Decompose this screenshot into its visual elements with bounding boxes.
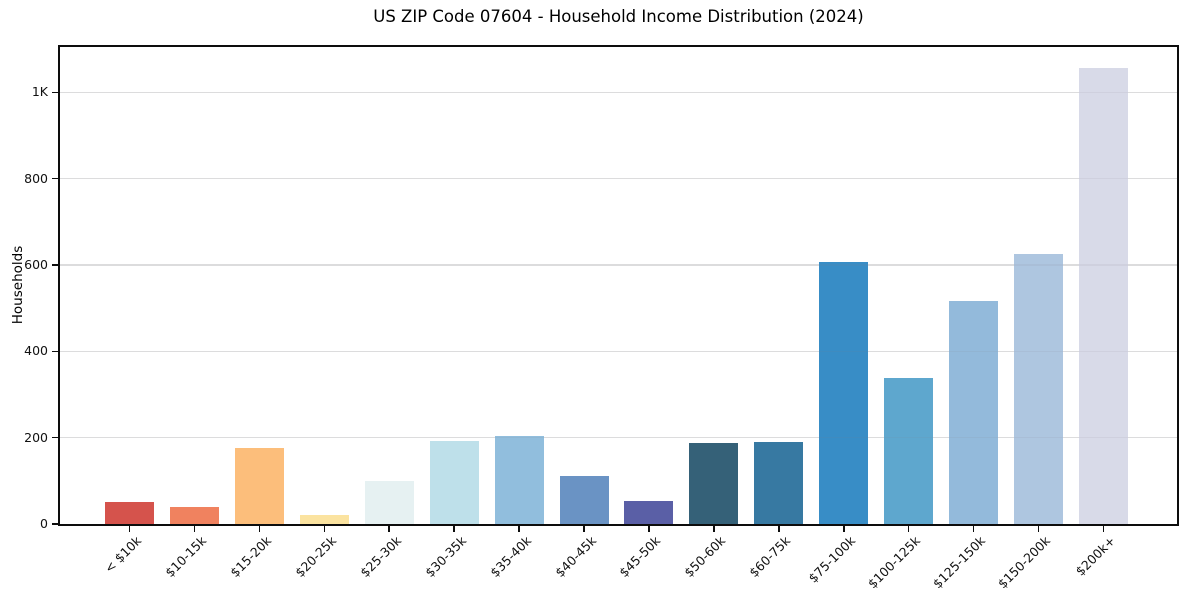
bar [689,443,739,524]
y-tick-mark [52,436,58,439]
gridline-overlay [60,264,1177,266]
y-tick-label: 600 [24,256,48,272]
plot-area [58,45,1179,526]
bar [299,514,349,524]
x-tick-mark [128,526,131,532]
x-tick-label: $50-60k [681,533,729,581]
bar [1079,68,1128,524]
x-tick-mark [778,526,780,532]
y-tick-label: 800 [24,170,48,186]
x-tick-label: $150-200k [994,533,1054,590]
gridline-overlay [60,350,1177,352]
x-tick-mark [453,526,455,532]
x-tick-label: $100-125k [865,533,924,590]
x-tick-mark [583,526,585,532]
chart-title: US ZIP Code 07604 - Household Income Dis… [373,7,864,26]
x-tick-label: $10-15k [161,533,210,581]
x-tick-label: $35-40k [486,533,534,581]
x-tick-mark [388,526,390,532]
x-tick-label: $20-25k [291,533,339,581]
bar [364,481,414,524]
y-tick-label: 1K [31,84,48,100]
x-tick-mark [518,526,520,532]
x-tick-mark [258,526,261,532]
x-tick-mark [1102,526,1105,532]
x-tick-label: $30-35k [421,533,469,581]
bar [949,300,999,524]
gridline [60,437,1177,439]
y-tick-label: 200 [24,429,48,445]
gridline [60,91,1177,93]
bar [624,501,674,524]
x-tick-mark [193,526,196,532]
bar [494,435,544,524]
bar [819,261,869,524]
x-tick-mark [907,526,910,532]
x-tick-mark [713,526,715,532]
y-tick-mark [52,264,58,266]
x-tick-label: $125-150k [929,533,989,590]
x-tick-label: $75-100k [805,533,859,586]
bar [1014,254,1064,524]
bar [884,378,934,524]
x-tick-mark [972,526,975,532]
gridline [60,264,1177,266]
gridline [60,350,1177,352]
bar [754,441,804,524]
bar [105,502,154,524]
x-tick-label: < $10k [101,533,145,576]
x-tick-mark [323,526,326,532]
y-tick-mark [52,177,58,180]
x-tick-label: $60-75k [746,533,794,581]
y-tick-mark [52,91,58,94]
x-tick-mark [1037,526,1040,532]
bar [169,506,219,524]
bar [559,475,609,524]
bar [234,448,284,524]
gridline-overlay [60,91,1177,93]
x-tick-mark [648,526,650,532]
gridline [60,178,1177,180]
bar [429,441,479,524]
x-tick-label: $200k+ [1072,533,1119,579]
x-tick-label: $45-50k [616,533,664,581]
y-tick-label: 0 [40,516,48,531]
gridline-overlay [60,437,1177,439]
y-tick-mark [52,350,58,353]
x-tick-label: $40-45k [551,533,599,581]
y-tick-label: 400 [24,343,48,359]
x-tick-label: $25-30k [356,533,404,581]
y-tick-mark [52,523,58,525]
x-tick-mark [843,526,845,532]
gridline-overlay [60,178,1177,180]
x-tick-label: $15-20k [226,533,274,581]
